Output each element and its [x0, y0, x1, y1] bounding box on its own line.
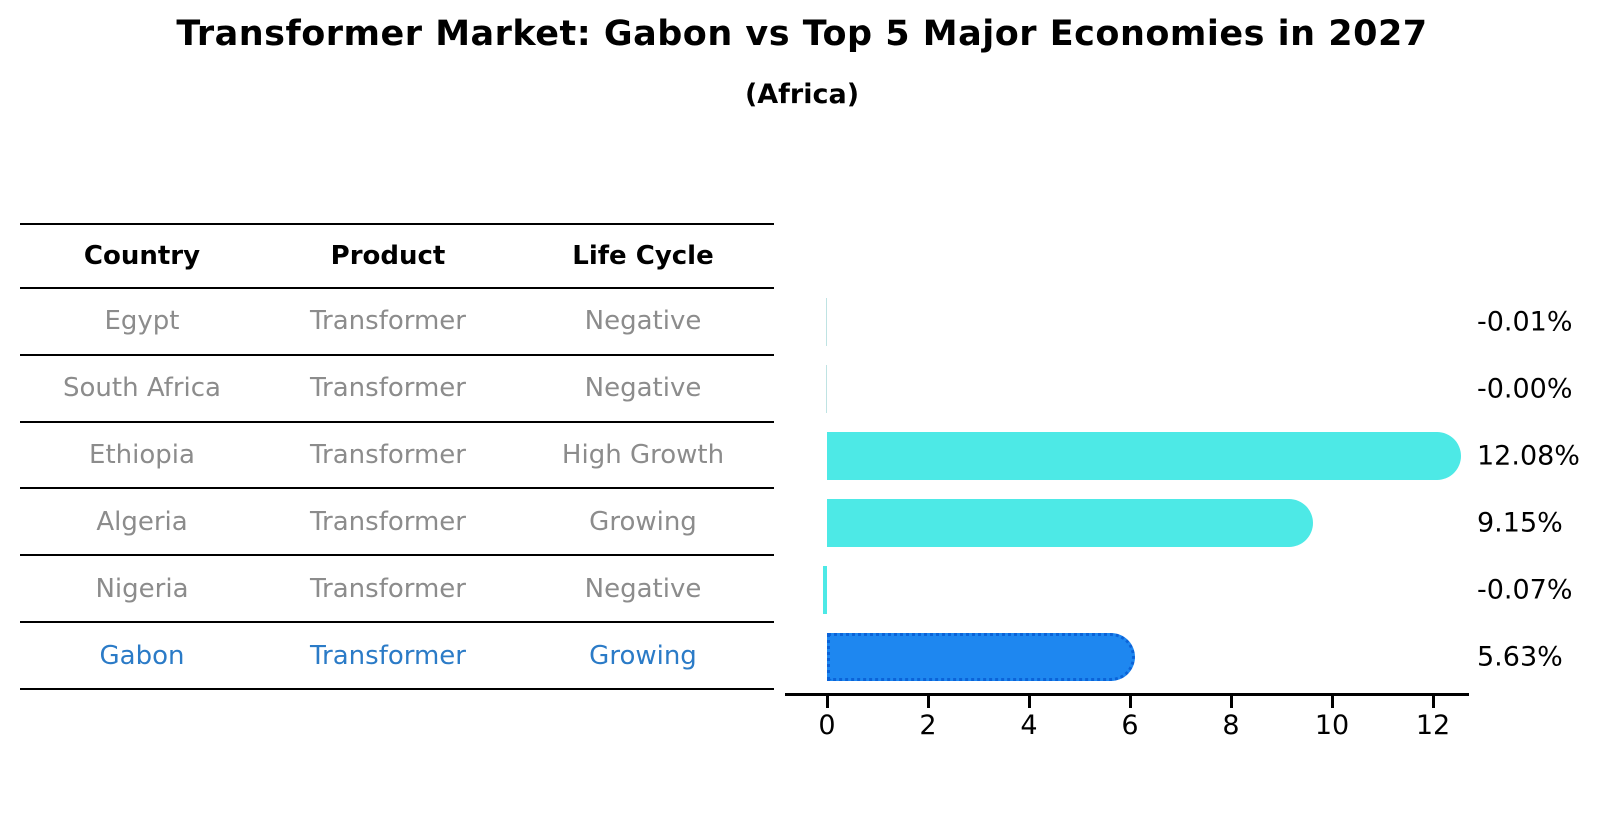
- table-header-row: Country Product Life Cycle: [20, 223, 774, 289]
- table-body: Egypt Transformer Negative South Africa Tran…: [20, 289, 774, 690]
- table-cell-life-cycle: Negative: [584, 306, 702, 337]
- chart-subtitle: (Africa): [744, 79, 860, 110]
- x-tick-label: 2: [919, 710, 937, 741]
- table-cell-life-cycle: Growing: [589, 506, 697, 537]
- table-row: Ethiopia Transformer High Growth: [20, 423, 774, 490]
- bar-nigeria: [823, 565, 827, 614]
- table-cell-country: Nigeria: [95, 573, 189, 604]
- value-label: 12.08%: [1477, 440, 1580, 472]
- table-header-life-cycle: Life Cycle: [572, 241, 714, 271]
- table-cell-product: Transformer: [309, 306, 466, 337]
- table-cell-life-cycle: Negative: [584, 373, 702, 404]
- comparison-table: Country Product Life Cycle Egypt Transfor…: [20, 223, 774, 690]
- table-cell-life-cycle: Negative: [584, 573, 702, 604]
- table-cell-country: Gabon: [99, 640, 185, 671]
- x-tick-label: 10: [1314, 710, 1350, 741]
- table-cell-product: Transformer: [309, 573, 466, 604]
- x-tick-label: 0: [818, 710, 836, 741]
- table-row: Egypt Transformer Negative: [20, 289, 774, 356]
- value-label: 9.15%: [1477, 507, 1563, 539]
- x-tick-mark: [1330, 696, 1334, 708]
- x-tick-mark: [1128, 696, 1132, 708]
- x-tick-mark: [926, 696, 930, 708]
- x-tick-label: 4: [1020, 710, 1038, 741]
- bar-gabon: [827, 632, 1136, 681]
- table-cell-product: Transformer: [309, 640, 466, 671]
- table-row: Nigeria Transformer Negative: [20, 556, 774, 624]
- chart-title: Transformer Market: Gabon vs Top 5 Major…: [176, 14, 1428, 54]
- table-row: Gabon Transformer Growing: [20, 623, 774, 690]
- bar-algeria: [827, 498, 1314, 547]
- value-label: -0.07%: [1477, 574, 1573, 606]
- bar-ethiopia: [827, 432, 1462, 481]
- table-cell-country: South Africa: [63, 373, 221, 404]
- value-label: -0.00%: [1477, 373, 1573, 405]
- x-tick-mark: [1431, 696, 1435, 708]
- x-tick-label: 8: [1222, 710, 1240, 741]
- x-axis-line: [785, 693, 1469, 696]
- x-tick-mark: [1027, 696, 1031, 708]
- table-cell-country: Ethiopia: [89, 440, 195, 471]
- x-tick-label: 6: [1121, 710, 1139, 741]
- table-row: South Africa Transformer Negative: [20, 356, 774, 423]
- value-label: -0.01%: [1477, 306, 1573, 338]
- table-cell-product: Transformer: [309, 373, 466, 404]
- x-tick-mark: [1229, 696, 1233, 708]
- table-header-product: Product: [330, 241, 446, 271]
- table-row: Algeria Transformer Growing: [20, 489, 774, 557]
- bar-egypt: [825, 298, 827, 347]
- table-cell-country: Algeria: [96, 506, 188, 537]
- table-cell-life-cycle: Growing: [589, 640, 697, 671]
- x-tick-label: 12: [1415, 710, 1451, 741]
- value-label: 5.63%: [1477, 641, 1563, 673]
- bar-south-africa: [825, 365, 827, 414]
- table-cell-country: Egypt: [104, 306, 180, 337]
- table-cell-life-cycle: High Growth: [561, 440, 725, 471]
- table-header-country: Country: [83, 241, 201, 271]
- x-tick-mark: [825, 696, 829, 708]
- table-cell-product: Transformer: [309, 440, 466, 471]
- table-cell-product: Transformer: [309, 506, 466, 537]
